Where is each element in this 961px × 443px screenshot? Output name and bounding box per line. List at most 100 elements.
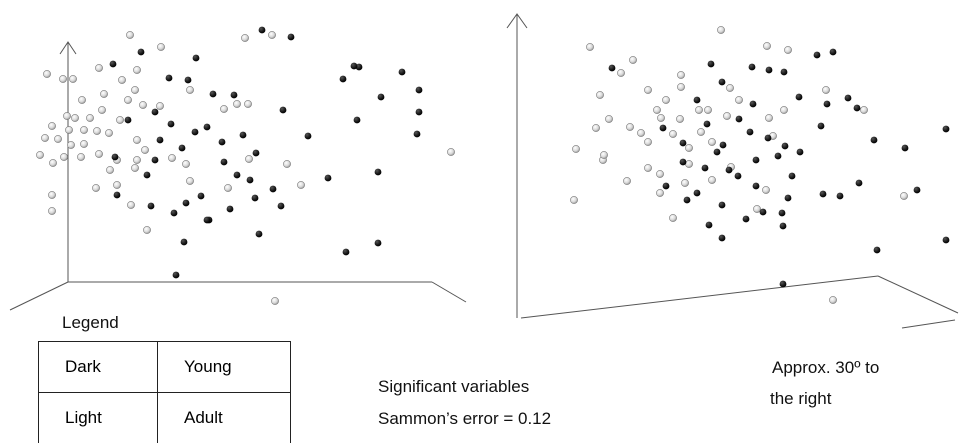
- left-point-light-27: [80, 126, 88, 134]
- right-point-light-12: [662, 96, 670, 104]
- left-point-light-20: [98, 106, 106, 114]
- right-point-light-32: [600, 151, 608, 159]
- left-point-light-14: [124, 96, 132, 104]
- left-point-dark-51: [350, 62, 358, 70]
- left-point-light-37: [77, 153, 85, 161]
- left-floor-left-edge: [9, 281, 69, 311]
- right-point-light-35: [685, 160, 693, 168]
- right-point-light-31: [822, 86, 830, 94]
- left-point-dark-38: [277, 202, 285, 210]
- left-point-light-0: [241, 34, 249, 42]
- right-vertical-arrow: [506, 13, 528, 29]
- right-point-light-21: [637, 129, 645, 137]
- right-point-light-15: [723, 112, 731, 120]
- right-point-light-48: [704, 106, 712, 114]
- left-point-light-43: [106, 166, 114, 174]
- right-point-light-27: [644, 138, 652, 146]
- left-point-light-1: [268, 31, 276, 39]
- left-point-light-59: [133, 156, 141, 164]
- left-point-dark-21: [178, 144, 186, 152]
- left-point-dark-6: [339, 75, 347, 83]
- left-point-dark-12: [415, 108, 423, 116]
- left-point-dark-49: [415, 86, 423, 94]
- right-point-light-8: [726, 84, 734, 92]
- left-point-light-25: [48, 122, 56, 130]
- rotation-caption-line2: the right: [770, 389, 832, 408]
- left-point-light-46: [113, 181, 121, 189]
- left-point-light-11: [186, 86, 194, 94]
- right-point-dark-2: [765, 66, 773, 74]
- legend-cell-dark: Dark: [38, 341, 158, 393]
- right-point-light-29: [708, 138, 716, 146]
- right-point-light-16: [605, 115, 613, 123]
- left-point-dark-3: [192, 54, 200, 62]
- right-point-dark-32: [693, 189, 701, 197]
- right-point-dark-49: [844, 94, 852, 102]
- right-point-dark-13: [703, 120, 711, 128]
- right-point-light-30: [780, 106, 788, 114]
- left-point-light-55: [283, 160, 291, 168]
- left-point-dark-34: [182, 199, 190, 207]
- right-point-light-20: [592, 124, 600, 132]
- left-point-dark-25: [220, 158, 228, 166]
- left-point-light-23: [86, 114, 94, 122]
- right-point-dark-25: [752, 156, 760, 164]
- right-point-light-40: [762, 186, 770, 194]
- sammon-error-caption: Sammon’s error = 0.12: [378, 409, 552, 428]
- left-point-light-15: [220, 105, 228, 113]
- left-point-light-16: [233, 100, 241, 108]
- right-point-dark-5: [608, 64, 616, 72]
- left-point-dark-7: [209, 90, 217, 98]
- right-point-dark-47: [779, 280, 787, 288]
- left-point-light-4: [133, 66, 141, 74]
- left-point-light-26: [65, 126, 73, 134]
- right-point-dark-52: [774, 152, 782, 160]
- right-point-dark-43: [705, 221, 713, 229]
- legend-cell-young: Young: [157, 341, 291, 393]
- left-point-light-52: [143, 226, 151, 234]
- left-point-dark-26: [233, 171, 241, 179]
- right-point-dark-1: [829, 48, 837, 56]
- left-point-light-34: [133, 136, 141, 144]
- right-point-dark-22: [901, 144, 909, 152]
- left-point-dark-52: [184, 76, 192, 84]
- left-point-dark-13: [124, 116, 132, 124]
- legend-title: Legend: [62, 313, 119, 332]
- right-scatter-points: [570, 26, 950, 304]
- right-point-dark-16: [746, 128, 754, 136]
- left-point-light-8: [43, 70, 51, 78]
- left-point-dark-0: [258, 26, 266, 34]
- left-point-dark-2: [137, 48, 145, 56]
- left-point-dark-8: [230, 91, 238, 99]
- right-point-light-6: [677, 71, 685, 79]
- left-point-light-48: [297, 181, 305, 189]
- right-point-dark-12: [817, 122, 825, 130]
- left-point-light-9: [118, 76, 126, 84]
- right-point-dark-28: [788, 172, 796, 180]
- right-point-dark-6: [718, 78, 726, 86]
- left-point-light-45: [92, 184, 100, 192]
- left-point-light-44: [131, 164, 139, 172]
- left-point-light-50: [48, 207, 56, 215]
- right-point-dark-10: [853, 104, 861, 112]
- left-point-dark-24: [151, 156, 159, 164]
- right-point-light-44: [829, 296, 837, 304]
- left-point-light-47: [224, 184, 232, 192]
- right-point-dark-18: [719, 141, 727, 149]
- left-point-light-13: [78, 96, 86, 104]
- left-point-light-21: [63, 112, 71, 120]
- legend-cell-light: Light: [38, 392, 158, 443]
- right-point-dark-23: [713, 148, 721, 156]
- right-point-dark-41: [742, 215, 750, 223]
- right-point-light-46: [860, 106, 868, 114]
- left-point-light-57: [186, 177, 194, 185]
- right-point-light-19: [676, 115, 684, 123]
- left-point-dark-22: [252, 149, 260, 157]
- right-point-dark-46: [942, 236, 950, 244]
- right-point-light-37: [623, 177, 631, 185]
- right-point-dark-33: [784, 194, 792, 202]
- right-point-light-47: [765, 114, 773, 122]
- left-point-dark-50: [413, 130, 421, 138]
- right-point-light-14: [695, 106, 703, 114]
